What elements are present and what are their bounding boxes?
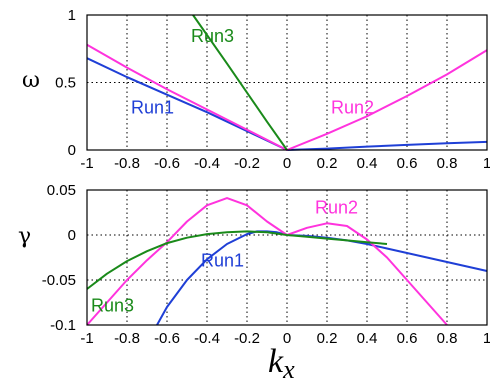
- x-tick-label: -1: [80, 155, 93, 172]
- x-tick-label: -0.6: [154, 155, 180, 172]
- series-line-run3: [192, 14, 288, 151]
- y-tick-label: 0.5: [55, 75, 76, 92]
- x-tick-label: 0.4: [357, 330, 378, 347]
- series-label-run3: Run3: [191, 26, 234, 46]
- x-axis-label-main: k: [268, 343, 284, 380]
- x-tick-label: -0.2: [234, 330, 260, 347]
- plot-frame: [86, 189, 488, 326]
- x-tick-label: 0.8: [437, 330, 458, 347]
- plot-frame: [86, 14, 488, 151]
- panel-omega: Run1 Run2 Run3 -1 -0.8 -0.6 -0.4 -0.2 0 0.2 0.4 0.6…: [22, 7, 490, 172]
- y-tick-label: 0: [68, 142, 76, 159]
- series-label-run1: Run1: [201, 251, 244, 271]
- y-tick-label: 0.05: [47, 182, 76, 199]
- x-axis-label-subscript: x: [282, 355, 295, 381]
- x-tick-label: 1: [483, 155, 490, 172]
- x-tick-label: -1: [80, 330, 93, 347]
- x-tick-label: 1: [483, 330, 490, 347]
- series-line-run3: [86, 230, 388, 290]
- x-tick-label: -0.2: [234, 155, 260, 172]
- x-tick-label: 0.2: [317, 155, 338, 172]
- x-tick-label: 0.2: [317, 330, 338, 347]
- x-tick-label: 0.8: [437, 155, 458, 172]
- x-tick-label: 0.6: [397, 330, 418, 347]
- y-tick-label: -0.1: [50, 317, 76, 334]
- series-label-run2: Run2: [315, 197, 358, 217]
- x-tick-label: -0.6: [154, 330, 180, 347]
- y-tick-label: 1: [68, 7, 76, 24]
- x-tick-label: -0.8: [114, 330, 140, 347]
- series-label-run3: Run3: [91, 296, 134, 316]
- x-tick-label: 0: [283, 330, 291, 347]
- y-tick-label: 0: [68, 227, 76, 244]
- series-line-run2: [86, 197, 448, 326]
- x-tick-label: 0.6: [397, 155, 418, 172]
- x-tick-label: 0: [283, 155, 291, 172]
- x-tick-label: 0.4: [357, 155, 378, 172]
- series-label-run2: Run2: [331, 98, 374, 118]
- series-label-run1: Run1: [131, 98, 174, 118]
- y-axis-label: ω: [22, 68, 40, 93]
- panel-gamma: Run1 Run2 Run3 -1 -0.8 -0.6 -0.4 -0.2 0 0.2 0.4 0.6…: [18, 182, 490, 381]
- x-tick-label: -0.4: [194, 330, 220, 347]
- x-tick-label: -0.4: [194, 155, 220, 172]
- y-tick-label: -0.05: [42, 272, 76, 289]
- y-axis-label: γ: [18, 224, 31, 249]
- x-axis-label: kx: [268, 343, 295, 381]
- x-tick-label: -0.8: [114, 155, 140, 172]
